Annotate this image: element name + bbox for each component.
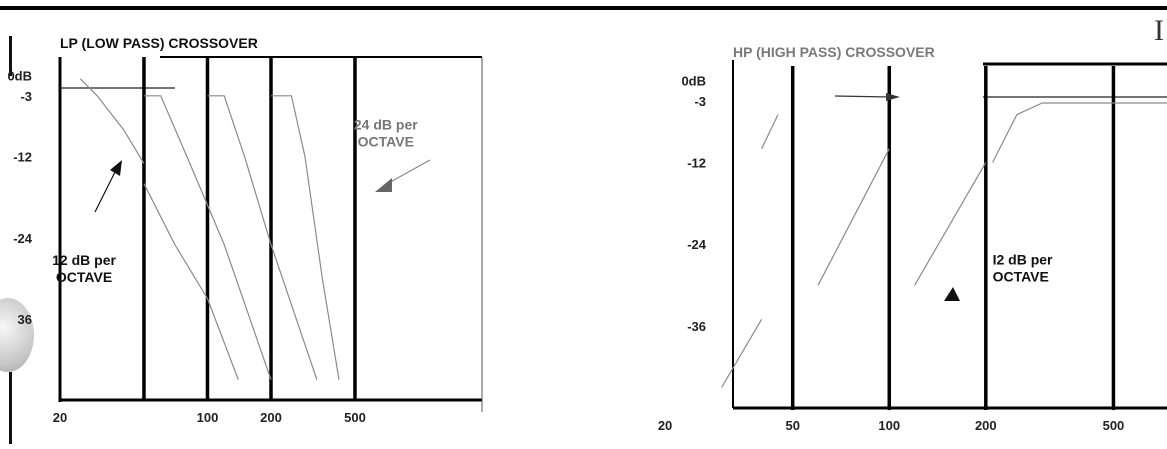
lp-x-tick-label: 200 (260, 410, 282, 425)
lp-y-tick-label: -12 (13, 150, 32, 165)
hp-y-tick-label: -36 (687, 319, 706, 334)
hp-annotation-text: I2 dB per (993, 252, 1053, 268)
lp-annotation-text: OCTAVE (56, 269, 112, 285)
hp-y-tick-label: -3 (694, 94, 706, 109)
top-rule (0, 6, 1167, 10)
lp-annotation-arrow-12db (94, 171, 116, 213)
lp-chart: LP (LOW PASS) CROSSOVER 20 100 200 500 0dB -3… (7, 35, 483, 425)
hp-y-tick-label: -12 (687, 155, 706, 170)
lp-series-curve (144, 95, 272, 380)
lp-series-curve (79, 78, 145, 164)
lp-y-tick-label: -24 (13, 231, 33, 246)
hp-y-tick-label: 0dB (681, 73, 706, 88)
lp-series-curve (207, 95, 318, 380)
lp-series-curve (143, 183, 239, 380)
lp-arrowhead-24db (375, 178, 392, 192)
lp-x-tick-label: 100 (197, 410, 219, 425)
lp-x-tick-label: 20 (53, 410, 67, 425)
hp-series-curve (761, 114, 779, 149)
lp-annotation-arrow-24db (384, 159, 431, 186)
hp-x-tick-label: 200 (975, 418, 997, 433)
lp-chart-title: LP (LOW PASS) CROSSOVER (60, 35, 258, 51)
lp-annotation-text: 12 dB per (52, 252, 116, 268)
lp-x-tick-label: 500 (344, 410, 366, 425)
edge-glyph: I (1154, 14, 1164, 47)
hp-chart: HP (HIGH PASS) CROSSOVER 20501002005001K… (658, 44, 1167, 433)
hp-chart-title: HP (HIGH PASS) CROSSOVER (733, 44, 935, 60)
left-edge-mark-lower (9, 372, 12, 444)
hp-y-tick-label: -24 (687, 237, 707, 252)
hp-arrowhead-top (886, 93, 900, 101)
lp-annotation-text: 24 dB per (354, 117, 418, 133)
lp-y-tick-label: -3 (20, 89, 32, 104)
left-edge-mark (9, 36, 12, 76)
hp-x-tick-label: 500 (1103, 418, 1125, 433)
lp-arrowhead-12db (110, 160, 122, 176)
hp-x-tick-label: 100 (878, 418, 900, 433)
lp-y-tick-label: 36 (18, 312, 32, 327)
hp-arrowhead-12db (944, 287, 960, 301)
hp-x-tick-label: 20 (658, 418, 672, 433)
hp-annotation-text: OCTAVE (993, 269, 1049, 285)
hp-series-curve (721, 318, 763, 388)
lp-y-tick-label: 0dB (7, 69, 32, 84)
lp-annotation-text: OCTAVE (358, 134, 414, 150)
hp-series-curve (992, 102, 1167, 163)
hp-series-curve (817, 148, 890, 286)
hp-series-curve (914, 162, 987, 286)
lp-series-curve (271, 95, 340, 380)
hp-x-tick-label: 50 (785, 418, 799, 433)
hp-annotation-arrow-top (834, 95, 891, 98)
